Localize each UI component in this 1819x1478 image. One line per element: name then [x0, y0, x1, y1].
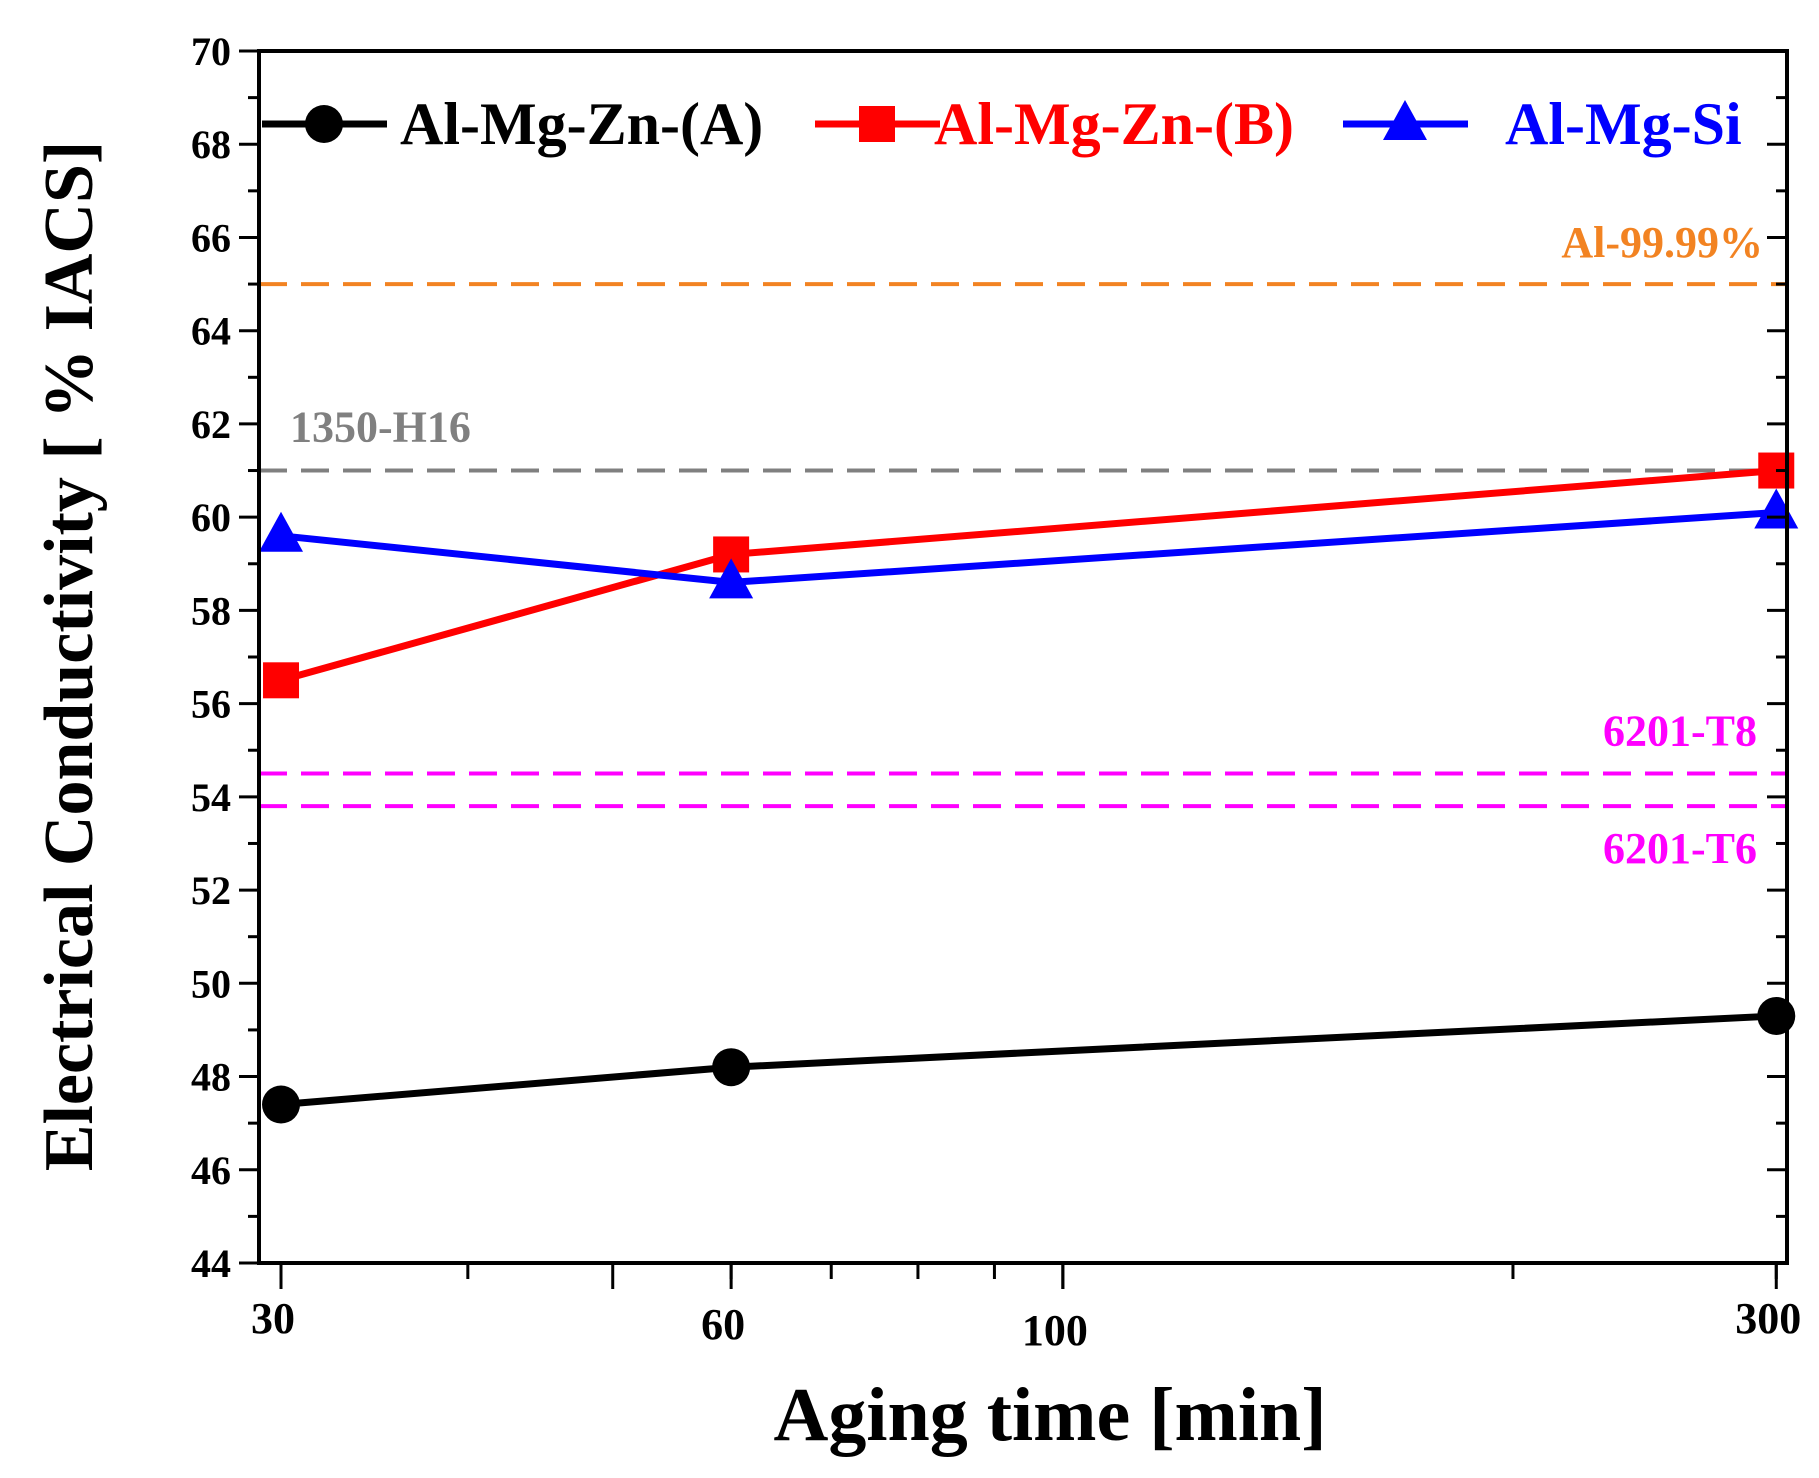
y-tick-label: 50 — [191, 961, 231, 1006]
y-tick-label: 58 — [191, 588, 231, 633]
y-tick-label: 44 — [191, 1241, 231, 1286]
y-tick-label: 48 — [191, 1055, 231, 1100]
x-tick-label: 30 — [251, 1294, 295, 1343]
data-point-Al-Mg-Si — [1754, 488, 1799, 529]
y-tick-label: 66 — [191, 215, 231, 260]
x-tick-label: 300 — [1735, 1294, 1801, 1343]
y-tick-label: 62 — [191, 402, 231, 447]
reference-label: Al-99.99% — [1561, 218, 1763, 267]
plot-frame — [257, 49, 1789, 1265]
legend-label: Al-Mg-Zn-(B) — [934, 91, 1294, 157]
x-tick-label: 100 — [1022, 1306, 1088, 1355]
data-point-Al-Mg-Zn-(A) — [262, 1085, 301, 1124]
data-point-Al-Mg-Zn-(A) — [712, 1048, 751, 1087]
series-line-Al-Mg-Si — [280, 509, 1777, 586]
legend-marker-triangle — [1383, 100, 1427, 140]
y-tick-label: 60 — [191, 495, 231, 540]
x-tick-label: 60 — [701, 1300, 745, 1349]
data-point-Al-Mg-Si — [259, 511, 304, 552]
y-tick-label: 68 — [191, 122, 231, 167]
legend-label: Al-Mg-Si — [1505, 91, 1742, 157]
reference-label: 1350-H16 — [290, 403, 471, 452]
legend-label: Al-Mg-Zn-(A) — [400, 91, 763, 157]
y-tick-label: 54 — [191, 775, 231, 820]
data-point-Al-Mg-Zn-(B) — [263, 662, 300, 699]
y-tick-label: 52 — [191, 868, 231, 913]
legend-marker-circle — [305, 105, 343, 143]
y-tick-label: 56 — [191, 682, 231, 727]
reference-label: 6201-T8 — [1603, 707, 1757, 756]
y-tick-label: 70 — [191, 29, 231, 74]
y-tick-label: 46 — [191, 1148, 231, 1193]
series-line-Al-Mg-Zn-(B) — [280, 467, 1777, 684]
legend-marker-square — [859, 106, 895, 142]
series-line-Al-Mg-Zn-(A) — [280, 1012, 1777, 1108]
data-point-Al-Mg-Si — [709, 558, 754, 599]
reference-label: 6201-T6 — [1603, 824, 1757, 873]
x-axis-label: Aging time [min] — [773, 1373, 1326, 1457]
y-tick-label: 64 — [191, 309, 231, 354]
y-axis-label: Electrical Conductivity [ % IACS] — [31, 141, 108, 1171]
